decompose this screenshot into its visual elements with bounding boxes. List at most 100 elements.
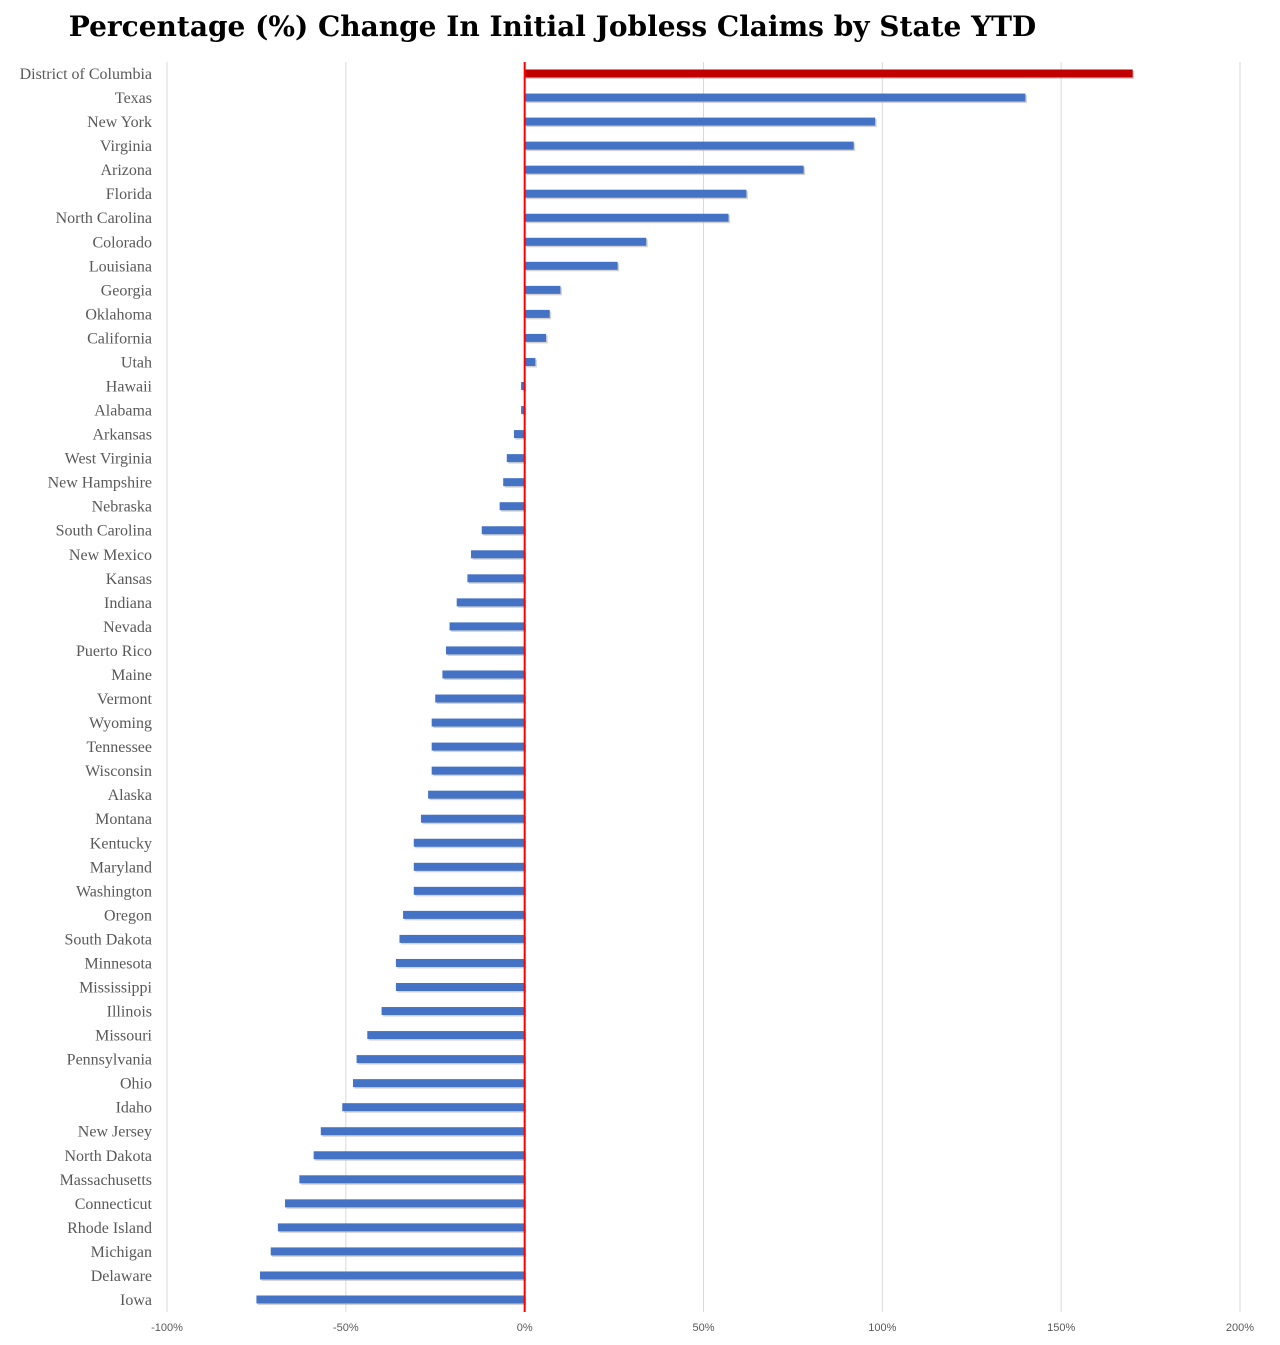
category-label: Minnesota <box>84 955 152 972</box>
bar <box>524 93 1026 102</box>
bar <box>524 189 747 198</box>
category-label: Arizona <box>100 162 152 179</box>
bar <box>445 646 525 655</box>
bar <box>521 406 525 415</box>
category-label: Puerto Rico <box>76 643 152 660</box>
category-label: Nevada <box>103 619 152 636</box>
category-label: Michigan <box>91 1244 152 1261</box>
bar <box>524 117 876 126</box>
bar <box>524 357 536 366</box>
bar <box>352 1079 525 1088</box>
category-label: Maine <box>111 667 152 684</box>
category-label: Texas <box>115 90 152 107</box>
bar <box>467 574 525 583</box>
category-label: Vermont <box>97 691 153 708</box>
bar <box>395 958 525 967</box>
category-label: Rhode Island <box>67 1220 152 1237</box>
category-label: Mississippi <box>79 979 152 996</box>
category-label: Pennsylvania <box>67 1052 152 1069</box>
bar <box>342 1103 525 1112</box>
bar <box>413 862 525 871</box>
bar <box>513 430 525 439</box>
category-label: North Carolina <box>56 210 152 227</box>
bar <box>381 1007 525 1016</box>
bar <box>299 1175 525 1184</box>
bar <box>524 261 618 270</box>
bar <box>320 1127 525 1136</box>
bar <box>431 766 525 775</box>
category-label: Georgia <box>101 282 152 299</box>
category-label: Delaware <box>91 1268 152 1285</box>
bar <box>431 718 525 727</box>
category-label: Arkansas <box>92 427 152 444</box>
category-label: Ohio <box>120 1076 152 1093</box>
bar <box>481 526 525 535</box>
category-label: South Carolina <box>56 523 152 540</box>
bar <box>524 213 729 222</box>
category-label: Wisconsin <box>85 763 152 780</box>
category-label: Massachusetts <box>60 1172 152 1189</box>
x-tick-label: 150% <box>1047 1322 1075 1334</box>
category-label: California <box>87 330 152 347</box>
bars <box>256 69 1135 1305</box>
bar <box>259 1271 525 1280</box>
category-label: Kentucky <box>90 835 152 852</box>
bar <box>524 285 561 294</box>
category-label: Hawaii <box>106 379 153 396</box>
category-label: New Mexico <box>69 547 152 564</box>
category-label: Oregon <box>104 907 152 924</box>
gridlines <box>166 62 1241 1312</box>
bar <box>399 934 525 943</box>
bar <box>442 670 525 679</box>
category-label: New Hampshire <box>48 475 152 492</box>
category-label: New Jersey <box>78 1124 152 1141</box>
x-tick-label: -50% <box>333 1322 359 1334</box>
bar <box>524 141 854 150</box>
chart-title: Percentage (%) Change In Initial Jobless… <box>68 10 1037 43</box>
bar <box>524 69 1133 78</box>
bar <box>270 1247 525 1256</box>
bar <box>256 1295 525 1304</box>
category-label: South Dakota <box>64 931 152 948</box>
x-tick-label: 100% <box>868 1322 896 1334</box>
category-label: Maryland <box>90 859 152 876</box>
bar <box>456 598 525 607</box>
category-label: West Virginia <box>65 451 152 468</box>
category-labels: District of Columbia Texas New York Virgini… <box>20 66 153 1309</box>
bar <box>435 694 525 703</box>
category-label: Missouri <box>95 1028 152 1045</box>
category-label: Tennessee <box>86 739 152 756</box>
bar <box>521 382 525 391</box>
x-tick-labels: -100% -50% 0% 50% 100% 150% 200% <box>151 1322 1254 1334</box>
category-label: Kansas <box>106 571 152 588</box>
category-label: Oklahoma <box>85 306 152 323</box>
category-label: Montana <box>95 811 152 828</box>
category-label: Florida <box>106 186 152 203</box>
bar <box>413 886 525 895</box>
category-label: Illinois <box>107 1004 152 1021</box>
category-label: Idaho <box>116 1100 152 1117</box>
x-tick-label: 200% <box>1226 1322 1254 1334</box>
category-label: Colorado <box>92 234 152 251</box>
bar <box>428 790 525 799</box>
bar <box>499 502 525 511</box>
bar <box>367 1031 525 1040</box>
category-label: Washington <box>76 883 152 900</box>
bar <box>285 1199 525 1208</box>
category-label: Alaska <box>108 787 152 804</box>
category-label: Virginia <box>100 138 152 155</box>
bar <box>503 478 525 487</box>
category-label: Wyoming <box>89 715 152 732</box>
category-label: Alabama <box>94 403 152 420</box>
category-label: North Dakota <box>64 1148 152 1165</box>
bar <box>277 1223 525 1232</box>
x-tick-label: 50% <box>692 1322 714 1334</box>
bar <box>506 454 525 463</box>
bar <box>449 622 525 631</box>
bar <box>471 550 525 559</box>
bar <box>413 838 525 847</box>
bar <box>524 333 547 342</box>
bar <box>420 814 525 823</box>
x-tick-label: 0% <box>517 1322 533 1334</box>
